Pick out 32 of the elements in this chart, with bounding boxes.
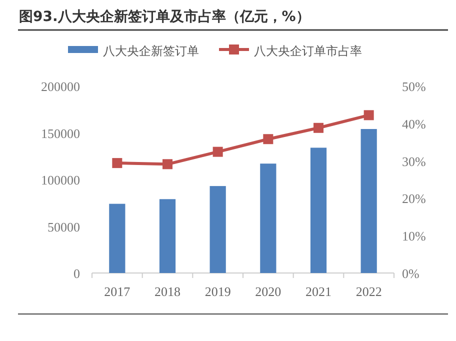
y-tick-label: 150000 — [41, 126, 80, 141]
y2-tick-label: 0% — [402, 266, 420, 281]
y2-tick-label: 40% — [402, 116, 426, 132]
point — [162, 159, 172, 170]
bar — [159, 199, 176, 273]
x-tick-label: 2019 — [204, 284, 231, 299]
y2-tick-label: 50% — [402, 79, 426, 94]
point — [112, 158, 122, 168]
legend-label: 八大央企新签订单 — [103, 44, 199, 58]
y-tick-label: 200000 — [41, 79, 80, 94]
point — [263, 134, 274, 144]
bar — [260, 164, 276, 273]
bar — [310, 148, 327, 273]
legend-label: 八大央企订单市占率 — [254, 44, 362, 58]
x-tick-label: 2022 — [356, 284, 382, 299]
x-tick-label: 2018 — [154, 284, 180, 299]
point — [364, 110, 374, 120]
chart-title: 图93.八大央企新签订单及市占率（亿元，%） — [19, 8, 310, 25]
bar — [360, 129, 377, 273]
y-tick-label: 50000 — [48, 219, 80, 234]
y2-tick-label: 30% — [402, 154, 426, 169]
bar — [109, 204, 126, 273]
point — [212, 146, 223, 157]
y2-tick-label: 20% — [402, 191, 426, 206]
x-tick-label: 2021 — [306, 284, 332, 299]
y2-tick-label: 10% — [402, 228, 426, 244]
bar — [210, 186, 226, 273]
x-tick-label: 2020 — [255, 284, 282, 299]
y-tick-label: 100000 — [41, 172, 80, 188]
y-tick-label: 0 — [74, 266, 80, 281]
point — [314, 122, 324, 133]
x-tick-label: 2017 — [104, 284, 131, 299]
